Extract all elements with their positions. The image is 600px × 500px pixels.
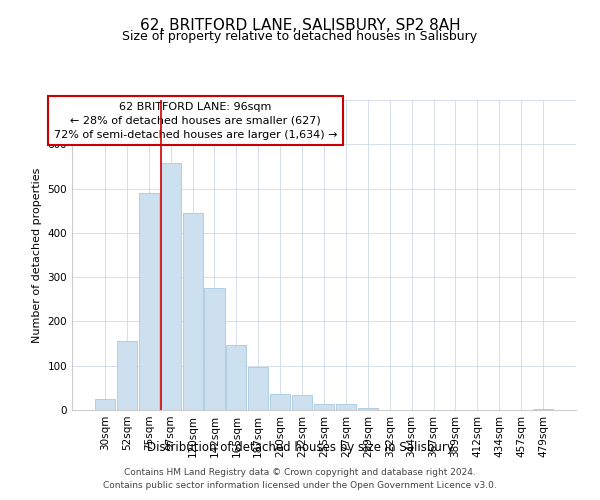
Bar	[226, 345, 247, 410]
Bar	[358, 408, 378, 410]
Bar	[205, 288, 224, 410]
Text: 62, BRITFORD LANE, SALISBURY, SP2 8AH: 62, BRITFORD LANE, SALISBURY, SP2 8AH	[140, 18, 460, 32]
Text: 62 BRITFORD LANE: 96sqm
← 28% of detached houses are smaller (627)
72% of semi-d: 62 BRITFORD LANE: 96sqm ← 28% of detache…	[54, 102, 337, 140]
Bar	[95, 399, 115, 410]
Bar	[314, 404, 334, 410]
Text: Contains public sector information licensed under the Open Government Licence v3: Contains public sector information licen…	[103, 480, 497, 490]
Bar	[117, 342, 137, 410]
Bar	[248, 366, 268, 410]
Text: Distribution of detached houses by size in Salisbury: Distribution of detached houses by size …	[146, 441, 454, 454]
Y-axis label: Number of detached properties: Number of detached properties	[32, 168, 42, 342]
Bar	[292, 394, 312, 410]
Bar	[182, 213, 203, 410]
Bar	[336, 404, 356, 410]
Bar	[270, 394, 290, 410]
Bar	[161, 163, 181, 410]
Bar	[139, 193, 159, 410]
Bar	[533, 408, 553, 410]
Text: Size of property relative to detached houses in Salisbury: Size of property relative to detached ho…	[122, 30, 478, 43]
Text: Contains HM Land Registry data © Crown copyright and database right 2024.: Contains HM Land Registry data © Crown c…	[124, 468, 476, 477]
